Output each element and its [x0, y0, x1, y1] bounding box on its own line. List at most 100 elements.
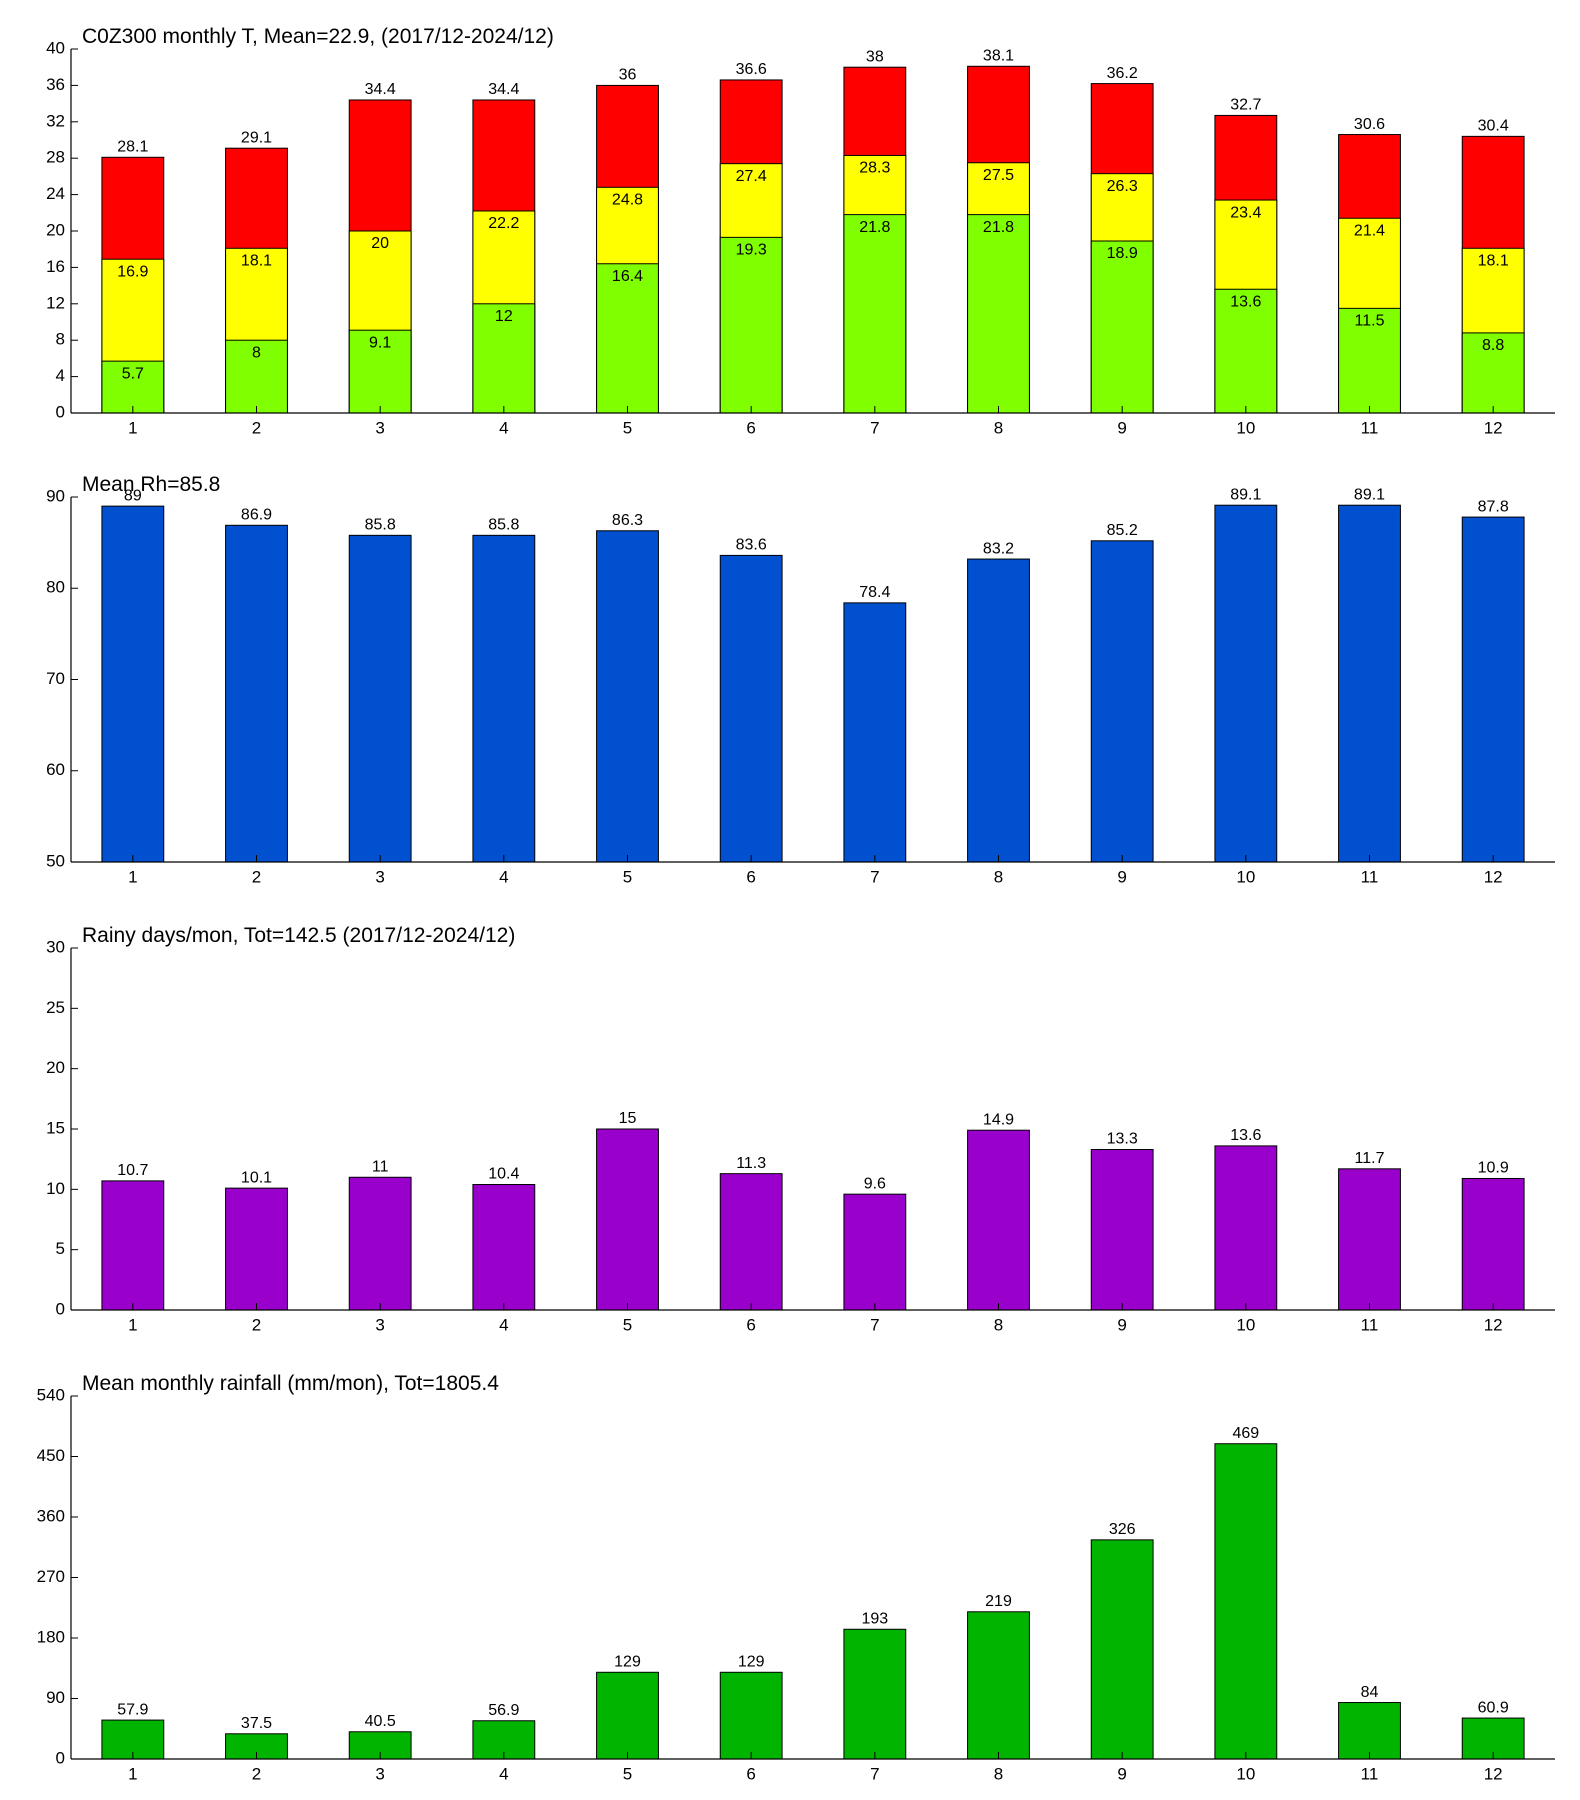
x-tick-label: 1 — [128, 1315, 137, 1334]
x-tick-label: 7 — [870, 867, 879, 886]
value-label: 11.7 — [1355, 1150, 1385, 1167]
x-tick-label: 12 — [1484, 867, 1503, 886]
bar — [719, 1173, 783, 1311]
x-tick-label: 2 — [252, 418, 261, 437]
value-label: 83.2 — [983, 540, 1014, 557]
value-label: 24.8 — [612, 192, 643, 209]
value-label: 85.8 — [488, 517, 519, 534]
x-tick-label: 1 — [128, 867, 137, 886]
y-tick-label: 0 — [56, 1748, 65, 1767]
y-tick-label: 30 — [46, 937, 65, 956]
value-label: 469 — [1232, 1425, 1259, 1442]
y-tick-label: 4 — [56, 366, 65, 385]
y-tick-label: 32 — [46, 111, 65, 130]
value-label: 10.1 — [241, 1169, 272, 1186]
y-tick-label: 540 — [37, 1385, 65, 1404]
y-tick-label: 360 — [37, 1506, 65, 1525]
value-label: 38 — [866, 48, 884, 65]
bar — [967, 214, 1030, 414]
value-label: 16.4 — [612, 268, 643, 285]
x-tick-label: 9 — [1117, 1315, 1126, 1334]
value-label: 30.4 — [1478, 118, 1509, 135]
value-label: 9.1 — [369, 334, 391, 351]
bar — [596, 1671, 659, 1760]
x-tick-label: 11 — [1361, 418, 1379, 437]
bar — [1338, 1702, 1401, 1760]
x-tick-label: 5 — [623, 1315, 632, 1334]
bar — [596, 263, 659, 414]
x-tick-label: 2 — [252, 867, 261, 886]
y-tick-label: 28 — [46, 148, 65, 167]
chart-title: C0Z300 monthly T, Mean=22.9, (2017/12-20… — [82, 25, 554, 48]
value-label: 10.7 — [117, 1162, 148, 1179]
value-label: 13.6 — [1230, 293, 1261, 310]
value-label: 28.3 — [859, 160, 890, 177]
value-label: 12 — [495, 308, 513, 325]
value-label: 21.4 — [1354, 222, 1385, 239]
chart-title: Mean Rh=85.8 — [82, 473, 220, 496]
y-tick-label: 5 — [56, 1239, 65, 1258]
x-tick-label: 11 — [1361, 1764, 1379, 1783]
value-label: 36 — [619, 67, 637, 84]
x-tick-label: 3 — [375, 1315, 384, 1334]
value-label: 18.9 — [1107, 245, 1138, 262]
value-label: 16.9 — [117, 263, 148, 280]
bar — [1214, 288, 1278, 414]
y-tick-label: 24 — [46, 184, 65, 203]
value-label: 21.8 — [859, 219, 890, 236]
y-tick-label: 80 — [46, 578, 65, 597]
x-tick-label: 6 — [746, 418, 755, 437]
value-label: 20 — [371, 235, 389, 252]
value-label: 13.6 — [1230, 1127, 1261, 1144]
value-label: 30.6 — [1354, 116, 1385, 133]
bar — [225, 1187, 288, 1311]
y-tick-label: 60 — [46, 760, 65, 779]
x-tick-label: 9 — [1117, 1764, 1126, 1783]
y-tick-label: 70 — [46, 669, 65, 688]
value-label: 326 — [1109, 1521, 1136, 1538]
value-label: 28.1 — [117, 139, 148, 156]
bar — [348, 1731, 412, 1760]
bar — [1338, 504, 1401, 863]
x-tick-label: 10 — [1236, 1315, 1255, 1334]
x-tick-label: 10 — [1236, 1764, 1255, 1783]
bar — [1338, 1168, 1401, 1311]
value-label: 129 — [738, 1654, 765, 1671]
x-tick-label: 12 — [1484, 1315, 1503, 1334]
y-tick-label: 8 — [56, 330, 65, 349]
x-tick-label: 5 — [623, 1764, 632, 1783]
x-tick-label: 3 — [375, 1764, 384, 1783]
y-tick-label: 0 — [56, 402, 65, 421]
value-label: 8.8 — [1482, 337, 1504, 354]
bar — [348, 329, 412, 414]
value-label: 87.8 — [1478, 498, 1509, 515]
value-label: 40.5 — [365, 1713, 396, 1730]
x-tick-label: 11 — [1361, 867, 1379, 886]
value-label: 86.3 — [612, 512, 643, 529]
bar — [1090, 240, 1154, 414]
value-label: 60.9 — [1478, 1699, 1509, 1716]
value-label: 56.9 — [488, 1702, 519, 1719]
value-label: 129 — [614, 1654, 641, 1671]
value-label: 11.3 — [736, 1155, 766, 1172]
bar — [348, 534, 412, 863]
y-tick-label: 25 — [46, 998, 65, 1017]
x-tick-label: 6 — [746, 1315, 755, 1334]
x-tick-label: 10 — [1236, 867, 1255, 886]
value-label: 83.6 — [736, 537, 767, 554]
x-tick-label: 9 — [1117, 418, 1126, 437]
value-label: 85.8 — [365, 517, 396, 534]
value-label: 18.1 — [1478, 253, 1509, 270]
x-tick-label: 4 — [499, 867, 508, 886]
bar — [1090, 1539, 1154, 1760]
bar — [1090, 540, 1154, 863]
value-label: 78.4 — [859, 584, 890, 601]
value-label: 36.2 — [1107, 65, 1138, 82]
value-label: 86.9 — [241, 507, 272, 524]
x-tick-label: 8 — [994, 867, 1003, 886]
value-label: 32.7 — [1230, 97, 1261, 114]
value-label: 26.3 — [1107, 178, 1138, 195]
bar — [472, 534, 536, 863]
bar — [101, 360, 165, 414]
